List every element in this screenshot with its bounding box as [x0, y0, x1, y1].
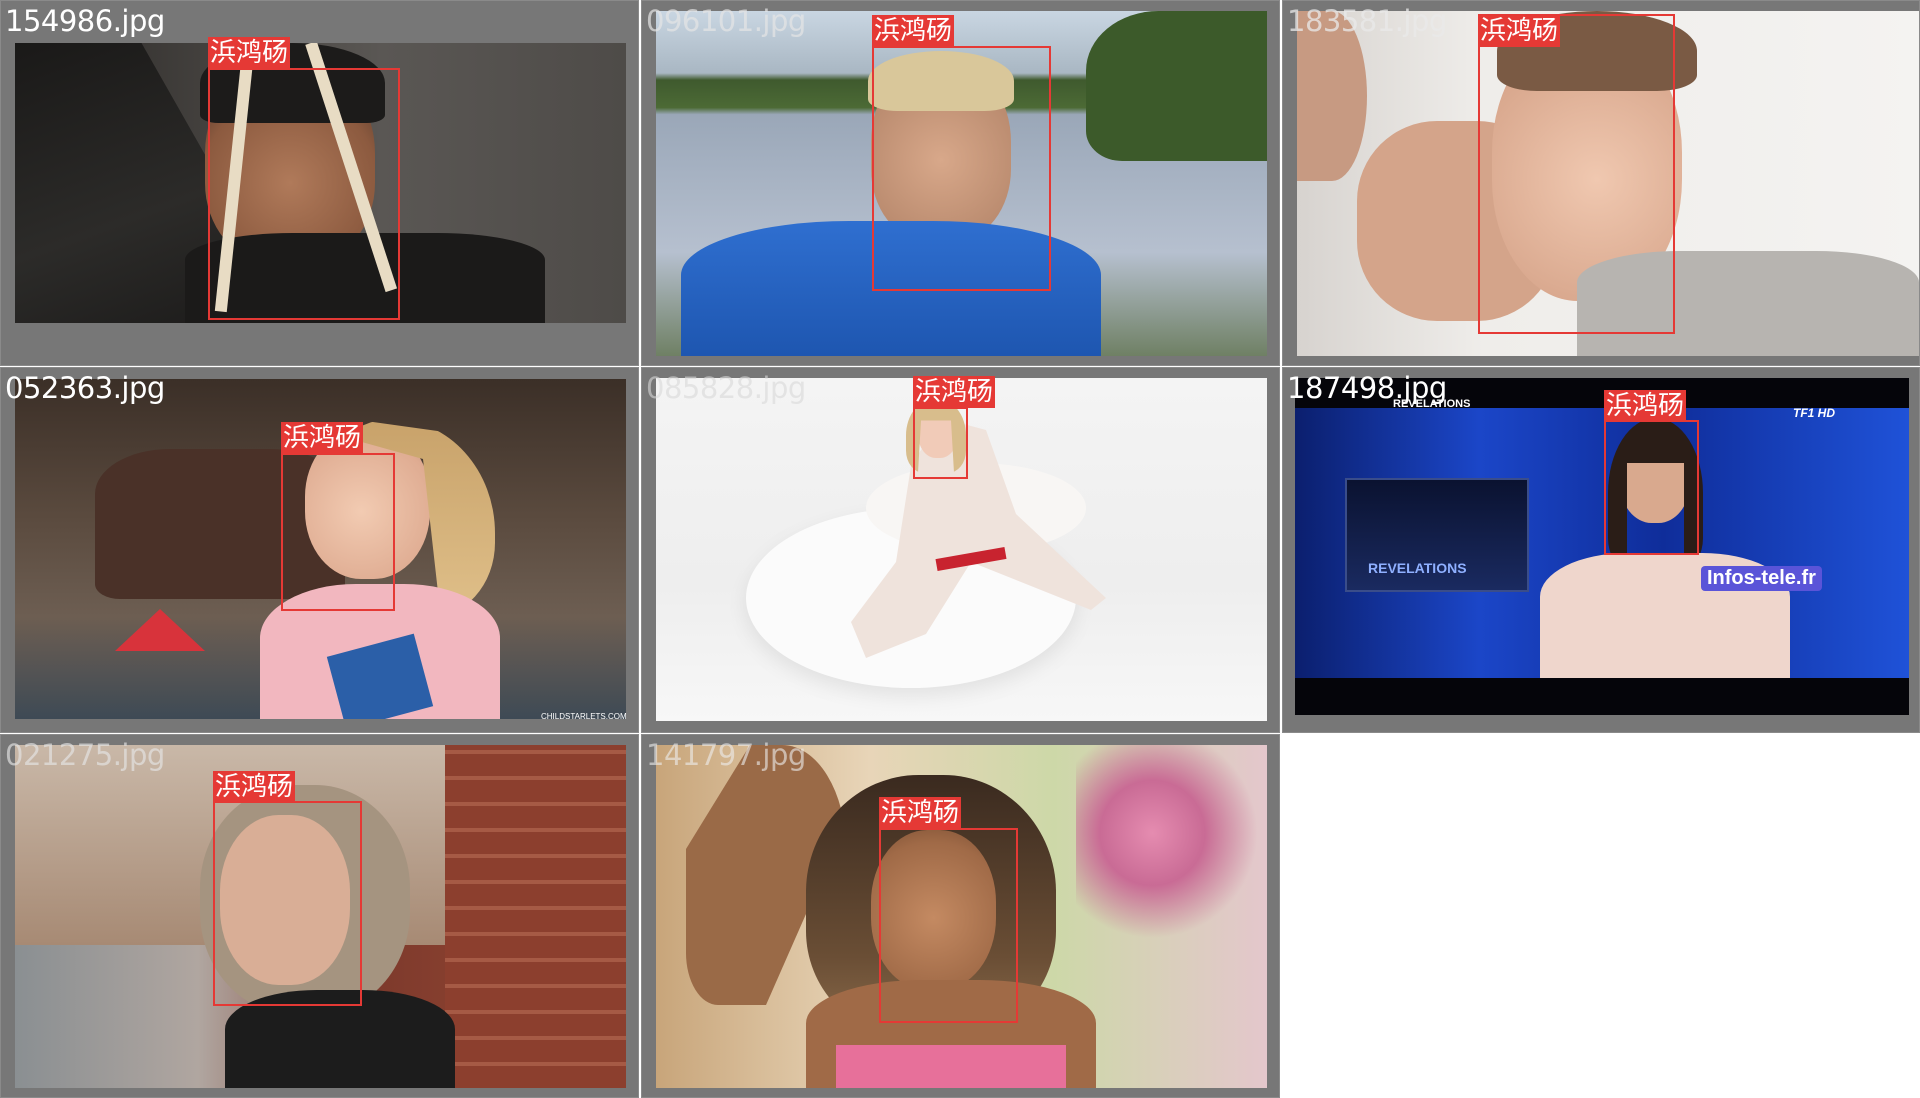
image-cell[interactable]: 096101.jpg 浜鸿砀: [641, 0, 1280, 366]
filename-label: 183581.jpg: [1287, 4, 1447, 38]
photo: [656, 745, 1267, 1088]
watermark-text: Infos-tele.fr: [1701, 566, 1822, 591]
trees-shape: [1086, 11, 1267, 161]
watermark-text: CHILDSTARLETS.COM: [541, 712, 627, 721]
face-label-tag: 浜鸿砀: [281, 422, 364, 454]
photo: [656, 11, 1267, 356]
face-label-tag: 浜鸿砀: [1478, 15, 1561, 47]
couch-shape: [95, 449, 345, 599]
overlay-top-text: REVELATIONS: [1393, 398, 1471, 410]
photo: [1297, 11, 1919, 356]
filename-label: 141797.jpg: [646, 738, 806, 772]
flowers-shape: [1076, 745, 1267, 965]
head-shape: [871, 830, 996, 990]
face-bounding-box[interactable]: [872, 46, 1051, 291]
top-shape: [836, 1045, 1066, 1088]
face-bounding-box[interactable]: [281, 453, 395, 611]
image-cell[interactable]: 183581.jpg 浜鸿砀: [1282, 0, 1920, 366]
brick-wall-shape: [445, 745, 626, 1088]
filename-label: 085828.jpg: [646, 371, 806, 405]
filename-label: 096101.jpg: [646, 4, 806, 38]
side-face-shape: [1297, 11, 1367, 181]
face-bounding-box[interactable]: [213, 801, 362, 1006]
image-cell[interactable]: 154986.jpg 浜鸿砀: [0, 0, 639, 366]
face-bounding-box[interactable]: [879, 828, 1018, 1023]
face-label-tag: 浜鸿砀: [872, 15, 955, 47]
face-label-tag: 浜鸿砀: [913, 376, 996, 408]
filename-label: 052363.jpg: [5, 371, 165, 405]
sweater-shape: [1577, 251, 1919, 356]
face-bounding-box[interactable]: [1478, 14, 1675, 334]
screen-shape: [1345, 478, 1529, 592]
jacket-shape: [225, 990, 455, 1088]
screen-text: REVELATIONS: [1368, 560, 1467, 576]
photo: [15, 43, 626, 323]
image-cell[interactable]: CHILDSTARLETS.COM 052363.jpg 浜鸿砀: [0, 367, 639, 733]
face-label-tag: 浜鸿砀: [879, 797, 962, 829]
image-cell[interactable]: REVELATIONS TF1 HD REVELATIONS Infos-tel…: [1282, 367, 1920, 733]
face-label-tag: 浜鸿砀: [208, 37, 291, 69]
hoodie-shape: [681, 221, 1101, 356]
filename-label: 021275.jpg: [5, 738, 165, 772]
photo: [656, 378, 1267, 721]
filename-label: 154986.jpg: [5, 4, 165, 38]
jacket-shape: [185, 233, 545, 323]
image-cell[interactable]: 021275.jpg 浜鸿砀: [0, 734, 639, 1098]
face-bounding-box[interactable]: [1604, 420, 1699, 555]
face-bounding-box[interactable]: [208, 68, 400, 320]
head-shape: [220, 815, 350, 985]
face-label-tag: 浜鸿砀: [1604, 390, 1687, 422]
filename-label: 187498.jpg: [1287, 371, 1447, 405]
image-cell[interactable]: 141797.jpg 浜鸿砀: [641, 734, 1280, 1098]
image-cell[interactable]: 085828.jpg 浜鸿砀: [641, 367, 1280, 733]
channel-logo: TF1 HD: [1793, 406, 1835, 420]
face-bounding-box[interactable]: [913, 407, 968, 479]
face-label-tag: 浜鸿砀: [213, 771, 296, 803]
hair-shape: [868, 51, 1014, 111]
photo: [1295, 378, 1909, 715]
toy-shape: [115, 609, 205, 651]
